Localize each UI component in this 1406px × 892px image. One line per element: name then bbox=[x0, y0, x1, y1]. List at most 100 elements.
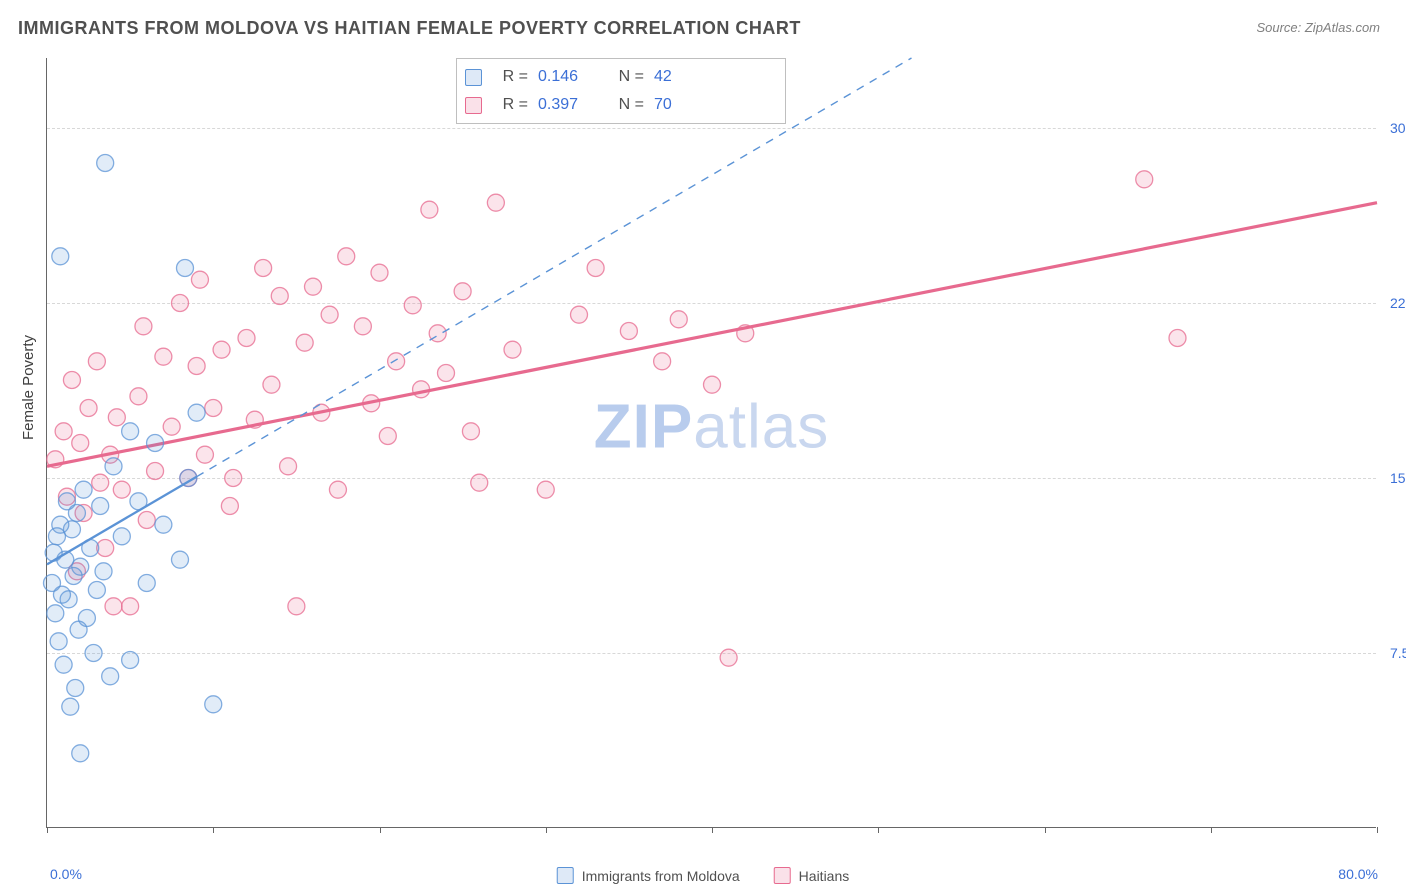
data-point bbox=[163, 418, 180, 435]
x-tick bbox=[213, 827, 214, 833]
data-point bbox=[72, 435, 89, 452]
data-point bbox=[271, 288, 288, 305]
data-point bbox=[97, 155, 114, 172]
data-point bbox=[172, 551, 189, 568]
data-point bbox=[72, 558, 89, 575]
data-point bbox=[55, 656, 72, 673]
data-point bbox=[238, 330, 255, 347]
data-point bbox=[537, 481, 554, 498]
data-point bbox=[92, 474, 109, 491]
data-point bbox=[305, 278, 322, 295]
data-point bbox=[280, 458, 297, 475]
stats-row: R =0.397N =70 bbox=[465, 91, 777, 119]
y-tick-label: 7.5% bbox=[1380, 645, 1406, 661]
data-point bbox=[225, 470, 242, 487]
data-point bbox=[122, 652, 139, 669]
data-point bbox=[63, 372, 80, 389]
data-point bbox=[205, 696, 222, 713]
data-point bbox=[113, 528, 130, 545]
r-value: 0.146 bbox=[538, 68, 598, 86]
data-point bbox=[205, 400, 222, 417]
data-point bbox=[388, 353, 405, 370]
data-point bbox=[52, 248, 69, 265]
data-point bbox=[1169, 330, 1186, 347]
data-point bbox=[196, 446, 213, 463]
data-point bbox=[147, 463, 164, 480]
data-point bbox=[296, 334, 313, 351]
data-point bbox=[50, 633, 67, 650]
x-axis-min-label: 0.0% bbox=[50, 866, 82, 882]
chart-container: IMMIGRANTS FROM MOLDOVA VS HAITIAN FEMAL… bbox=[0, 0, 1406, 892]
n-value: 42 bbox=[654, 68, 714, 86]
data-point bbox=[92, 498, 109, 515]
x-tick bbox=[712, 827, 713, 833]
x-tick bbox=[546, 827, 547, 833]
data-point bbox=[78, 610, 95, 627]
data-point bbox=[88, 582, 105, 599]
y-axis-label: Female Poverty bbox=[20, 335, 37, 440]
data-point bbox=[105, 598, 122, 615]
data-point bbox=[67, 680, 84, 697]
series-swatch bbox=[465, 69, 482, 86]
data-point bbox=[88, 353, 105, 370]
data-point bbox=[487, 194, 504, 211]
data-point bbox=[102, 668, 119, 685]
data-point bbox=[62, 698, 79, 715]
r-label: R = bbox=[492, 68, 528, 86]
data-point bbox=[147, 435, 164, 452]
data-point bbox=[172, 295, 189, 312]
stats-legend-box: R =0.146N =42R =0.397N =70 bbox=[456, 58, 786, 124]
data-point bbox=[213, 341, 230, 358]
data-point bbox=[80, 400, 97, 417]
data-point bbox=[55, 423, 72, 440]
x-tick bbox=[1377, 827, 1378, 833]
data-point bbox=[113, 481, 130, 498]
data-point bbox=[288, 598, 305, 615]
r-value: 0.397 bbox=[538, 96, 598, 114]
data-point bbox=[63, 521, 80, 538]
data-point bbox=[95, 563, 112, 580]
x-tick bbox=[1045, 827, 1046, 833]
r-label: R = bbox=[492, 96, 528, 114]
data-point bbox=[122, 598, 139, 615]
x-tick bbox=[878, 827, 879, 833]
data-point bbox=[438, 365, 455, 382]
data-point bbox=[704, 376, 721, 393]
data-point bbox=[188, 404, 205, 421]
data-point bbox=[371, 264, 388, 281]
data-point bbox=[122, 423, 139, 440]
plot-area: ZIPatlas 7.5%15.0%22.5%30.0% bbox=[46, 58, 1376, 828]
x-tick bbox=[1211, 827, 1212, 833]
source-label: Source: ZipAtlas.com bbox=[1256, 20, 1380, 35]
data-point bbox=[255, 260, 272, 277]
data-point bbox=[155, 348, 172, 365]
data-point bbox=[321, 306, 338, 323]
legend-item: Haitians bbox=[774, 867, 850, 884]
data-point bbox=[354, 318, 371, 335]
data-point bbox=[68, 505, 85, 522]
data-point bbox=[130, 388, 147, 405]
x-axis-max-label: 80.0% bbox=[1338, 866, 1378, 882]
data-point bbox=[135, 318, 152, 335]
data-point bbox=[72, 745, 89, 762]
data-point bbox=[338, 248, 355, 265]
data-point bbox=[108, 409, 125, 426]
data-point bbox=[421, 201, 438, 218]
data-point bbox=[47, 605, 64, 622]
data-point bbox=[329, 481, 346, 498]
data-point bbox=[587, 260, 604, 277]
legend-label: Haitians bbox=[799, 868, 850, 884]
data-point bbox=[413, 381, 430, 398]
stats-row: R =0.146N =42 bbox=[465, 63, 777, 91]
data-point bbox=[720, 649, 737, 666]
data-point bbox=[1136, 171, 1153, 188]
n-label: N = bbox=[608, 96, 644, 114]
data-point bbox=[176, 260, 193, 277]
data-point bbox=[620, 323, 637, 340]
x-tick bbox=[47, 827, 48, 833]
series-swatch bbox=[465, 97, 482, 114]
data-point bbox=[105, 458, 122, 475]
data-point bbox=[155, 516, 172, 533]
data-point bbox=[138, 575, 155, 592]
x-tick bbox=[380, 827, 381, 833]
